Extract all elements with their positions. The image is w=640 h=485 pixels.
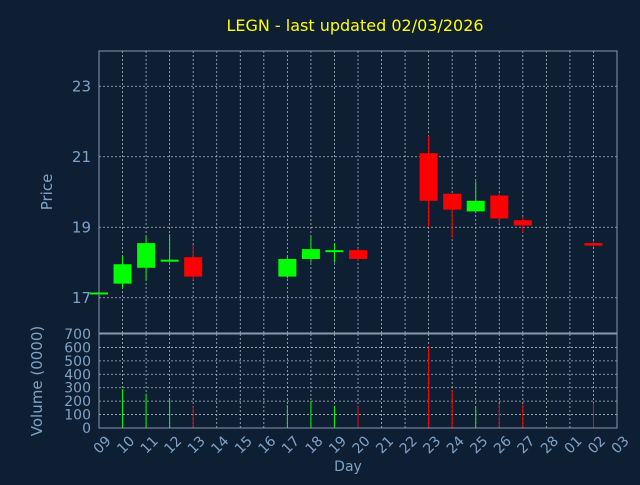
volume-tick-label: 300 [64, 381, 91, 397]
x-tick-label: 25 [467, 433, 491, 457]
x-tick-label: 20 [350, 433, 374, 457]
x-tick-label: 28 [538, 433, 562, 457]
x-tick-label: 09 [91, 433, 115, 457]
candle-body [113, 264, 132, 284]
x-tick-label: 22 [397, 433, 421, 457]
x-tick-label: 03 [609, 433, 633, 457]
x-tick-label: 17 [279, 433, 303, 457]
x-tick-label: 01 [562, 433, 586, 457]
x-tick-label: 26 [491, 433, 515, 457]
candle-body [184, 257, 203, 277]
price-tick-label: 17 [72, 289, 91, 307]
volume-axis-label: Volume (0000) [28, 326, 46, 436]
x-tick-label: 13 [185, 433, 209, 457]
x-tick-label: 11 [138, 433, 162, 457]
candle-body [160, 259, 179, 262]
candle-body [349, 250, 367, 259]
x-tick-label: 10 [114, 433, 138, 457]
candle-body [490, 195, 509, 219]
volume-tick-label: 0 [82, 421, 91, 437]
x-tick-label: 15 [232, 433, 256, 457]
candle-body [466, 200, 485, 212]
day-axis-label: Day [334, 459, 362, 475]
marks-layer [90, 135, 603, 428]
candle-body [584, 243, 603, 246]
volume-tick-label: 400 [64, 367, 91, 383]
candle-body [325, 250, 344, 253]
volume-plot-frame [98, 333, 618, 429]
grid-layer [99, 51, 617, 428]
x-tick-label: 16 [256, 433, 280, 457]
candle-body [419, 153, 438, 201]
price-axis-label: Price [38, 174, 56, 211]
price-plot-frame [98, 50, 618, 334]
x-tick-label: 02 [585, 433, 609, 457]
candle-body [513, 220, 532, 226]
x-tick-label: 24 [444, 433, 468, 457]
candle-body [443, 193, 462, 210]
x-tick-label: 27 [515, 433, 539, 457]
x-tick-label: 21 [373, 433, 397, 457]
candle-body [301, 249, 320, 259]
volume-tick-label: 100 [64, 408, 91, 424]
volume-tick-label: 700 [64, 327, 91, 343]
volume-tick-label: 600 [64, 340, 91, 356]
x-tick-label: 12 [161, 433, 185, 457]
x-tick-label: 14 [208, 433, 232, 457]
x-tick-label: 19 [326, 433, 350, 457]
price-tick-label: 23 [72, 77, 91, 95]
candle-body [137, 243, 156, 268]
x-tick-label: 23 [420, 433, 444, 457]
volume-tick-label: 500 [64, 354, 91, 370]
chart-title: LEGN - last updated 02/03/2026 [226, 16, 483, 35]
price-tick-label: 21 [72, 148, 91, 166]
x-tick-label: 18 [303, 433, 327, 457]
candle-body [278, 258, 297, 277]
volume-tick-label: 200 [64, 394, 91, 410]
price-tick-label: 19 [72, 218, 91, 236]
